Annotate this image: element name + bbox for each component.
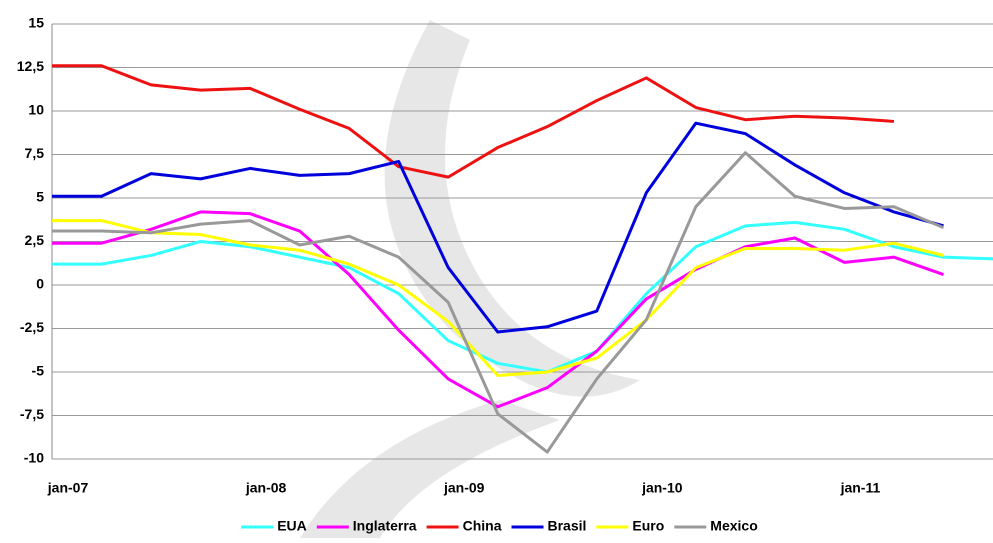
y-tick-label: 2,5 xyxy=(25,232,45,248)
series-line xyxy=(52,64,895,179)
legend-label: EUA xyxy=(277,518,307,534)
y-tick-label: 15 xyxy=(28,15,44,31)
y-tick-label: -2,5 xyxy=(20,319,44,335)
x-tick-label: jan-07 xyxy=(47,480,89,496)
series-line xyxy=(52,210,944,409)
legend-label: Brasil xyxy=(547,518,586,534)
series-line xyxy=(52,219,944,377)
y-tick-label: 0 xyxy=(36,276,44,292)
watermark xyxy=(300,20,640,538)
y-tick-label: 7,5 xyxy=(25,145,45,161)
y-tick-label: 5 xyxy=(36,189,44,205)
y-tick-label: -10 xyxy=(24,450,44,466)
series-line xyxy=(52,220,993,374)
series-line xyxy=(52,151,945,454)
x-tick-label: jan-10 xyxy=(641,480,683,496)
y-tick-label: -7,5 xyxy=(20,406,44,422)
y-tick-label: 10 xyxy=(28,102,44,118)
legend-label: Inglaterra xyxy=(353,518,417,534)
x-tick-label: jan-11 xyxy=(840,480,881,496)
y-tick-label: -5 xyxy=(32,363,45,379)
legend-label: Mexico xyxy=(710,518,757,534)
x-tick-label: jan-08 xyxy=(245,480,287,496)
x-tick-label: jan-09 xyxy=(443,480,485,496)
legend-label: China xyxy=(463,518,502,534)
y-tick-label: 12,5 xyxy=(17,58,44,74)
legend-label: Euro xyxy=(632,518,664,534)
series-line xyxy=(52,121,944,334)
